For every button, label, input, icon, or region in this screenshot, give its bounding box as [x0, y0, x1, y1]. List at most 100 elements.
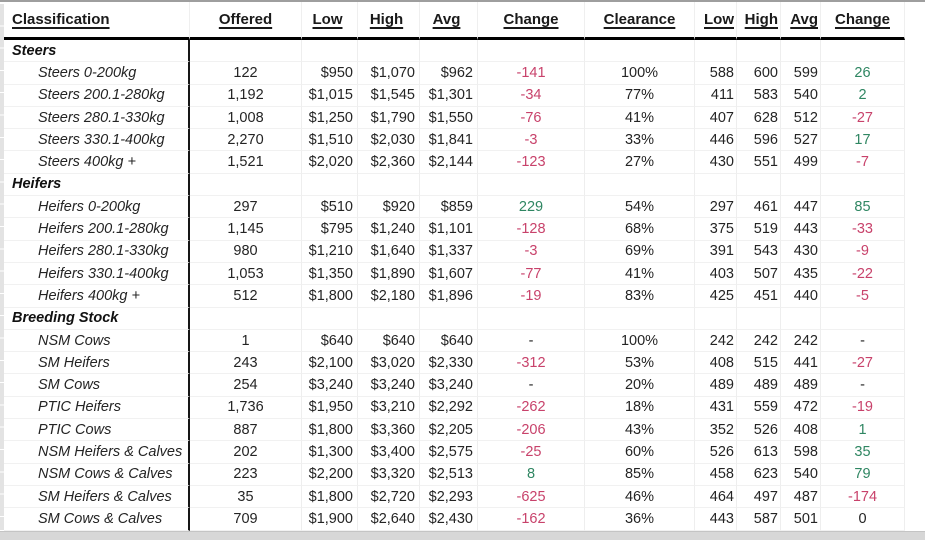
low2-cell: 425	[695, 285, 737, 308]
high-cell: $3,020	[358, 352, 420, 375]
offered-cell: 1,145	[190, 218, 302, 241]
row-filler	[905, 285, 925, 307]
row-filler	[905, 308, 925, 330]
low2-cell: 458	[695, 463, 737, 486]
change2-cell: 79	[821, 463, 905, 486]
avg2-cell	[781, 307, 821, 330]
offered-cell: 709	[190, 508, 302, 531]
offered-cell: 223	[190, 463, 302, 486]
high2-cell: 489	[737, 374, 781, 397]
row-filler	[905, 40, 925, 62]
clearance-cell: 60%	[585, 441, 695, 464]
table-row: Steers 400kg +1,521 $2,020 $2,360 $2,144 -12…	[0, 151, 925, 174]
high2-cell: 451	[737, 285, 781, 308]
row-filler	[905, 85, 925, 107]
clearance-cell: 27%	[585, 151, 695, 174]
row-filler	[905, 218, 925, 240]
classification-cell: SM Cows	[4, 374, 190, 397]
avg2-cell: 527	[781, 129, 821, 152]
change-cell: -141	[478, 62, 585, 85]
table-row: SM Heifers & Calves 35 $1,800 $2,720 $2,293-…	[0, 485, 925, 509]
table-row: NSM Cows 1 $640 $640 $640-100% 242 242 242-	[0, 329, 925, 353]
table-row: PTIC Cows 887 $1,800 $3,360 $2,205 -206 43% 352…	[0, 419, 925, 442]
clearance-cell	[585, 40, 695, 63]
change2-cell: -7	[821, 151, 905, 174]
low2-cell: 588	[695, 62, 737, 85]
table-row: Steers 200.1-280kg 1,192 $1,015 $1,545 $1,30…	[0, 84, 925, 107]
avg2-cell	[781, 173, 821, 197]
change2-cell	[821, 173, 905, 197]
low-cell: $795	[302, 218, 358, 241]
high-cell: $640	[358, 329, 420, 353]
low2-cell: 408	[695, 352, 737, 375]
change-cell	[478, 40, 585, 63]
low-cell: $2,020	[302, 151, 358, 174]
low2-cell: 242	[695, 329, 737, 353]
low-cell: $1,950	[302, 396, 358, 420]
low2-cell	[695, 40, 737, 63]
table-row: SM Cows & Calves 709 $1,900 $2,640 $2,430 -16…	[0, 508, 925, 531]
change2-cell: -22	[821, 262, 905, 286]
avg-cell: $2,330	[420, 352, 478, 375]
offered-cell	[190, 40, 302, 63]
col-header-offered: Offered	[190, 2, 302, 40]
change-cell: -19	[478, 285, 585, 308]
avg-cell: $1,301	[420, 84, 478, 107]
high-cell: $1,640	[358, 240, 420, 263]
change2-cell	[821, 307, 905, 330]
row-filler	[905, 352, 925, 374]
offered-cell: 297	[190, 196, 302, 219]
offered-cell: 1,053	[190, 262, 302, 286]
avg-cell: $2,292	[420, 396, 478, 420]
classification-cell: Breeding Stock	[4, 307, 190, 330]
row-filler	[905, 174, 925, 196]
col-header-label: Change	[503, 11, 559, 28]
avg2-cell: 540	[781, 463, 821, 486]
table-row: NSM Heifers & Calves 202 $1,300 $3,400 $2,57…	[0, 441, 925, 464]
classification-cell: Heifers 280.1-330kg	[4, 240, 190, 263]
high-cell: $3,240	[358, 374, 420, 397]
low-cell: $1,900	[302, 508, 358, 531]
classification-cell: Steers 200.1-280kg	[4, 84, 190, 107]
change2-cell: 2	[821, 84, 905, 107]
high-cell: $3,400	[358, 441, 420, 464]
low-cell: $1,510	[302, 129, 358, 152]
col-header-label: Low	[312, 11, 343, 28]
change2-cell: 0	[821, 508, 905, 531]
avg2-cell: 440	[781, 285, 821, 308]
avg2-cell: 501	[781, 508, 821, 531]
avg2-cell: 598	[781, 441, 821, 464]
change-cell: 229	[478, 196, 585, 219]
avg2-cell: 430	[781, 240, 821, 263]
low-cell: $950	[302, 62, 358, 85]
classification-cell: Heifers 400kg +	[4, 285, 190, 308]
avg-cell: $2,430	[420, 508, 478, 531]
avg-cell	[420, 173, 478, 197]
avg-cell: $3,240	[420, 374, 478, 397]
table-row: PTIC Heifers 1,736 $1,950 $3,210 $2,292 -262 1…	[0, 396, 925, 420]
table-row: Heifers 200.1-280kg 1,145 $795 $1,240 $1,101…	[0, 218, 925, 241]
low-cell: $3,240	[302, 374, 358, 397]
low-cell	[302, 40, 358, 63]
avg2-cell: 435	[781, 262, 821, 286]
offered-cell: 1	[190, 329, 302, 353]
low-cell	[302, 173, 358, 197]
change-cell: -76	[478, 106, 585, 130]
table-row: Steers 0-200kg 122 $950 $1,070 $962 -141 100% 5…	[0, 62, 925, 85]
change2-cell: -174	[821, 485, 905, 509]
offered-cell: 122	[190, 62, 302, 85]
change-cell: -	[478, 329, 585, 353]
col-header-low: Low	[302, 2, 358, 40]
clearance-cell	[585, 173, 695, 197]
low2-cell: 526	[695, 441, 737, 464]
change2-cell: -33	[821, 218, 905, 241]
table-row: SM Heifers 243 $2,100 $3,020 $2,330 -312 53% 40…	[0, 352, 925, 375]
row-filler	[905, 263, 925, 285]
change2-cell: 26	[821, 62, 905, 85]
offered-cell	[190, 307, 302, 330]
row-filler	[905, 374, 925, 396]
high-cell	[358, 173, 420, 197]
high-cell: $2,180	[358, 285, 420, 308]
low2-cell: 489	[695, 374, 737, 397]
avg2-cell: 242	[781, 329, 821, 353]
